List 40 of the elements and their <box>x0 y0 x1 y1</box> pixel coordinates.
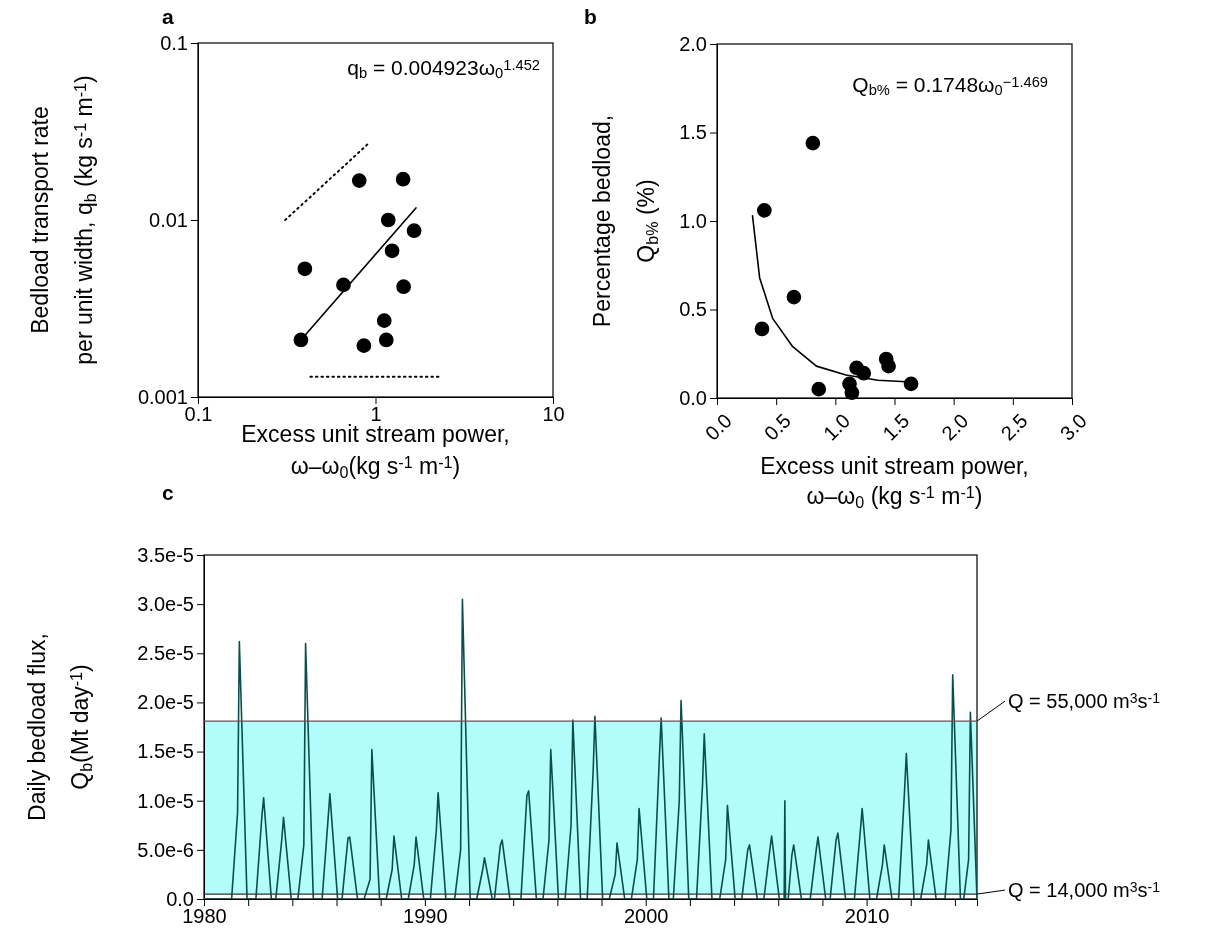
y-tick-label: 2.0e-5 <box>137 691 194 714</box>
y-tick-label: 2.0 <box>679 32 707 55</box>
y-tick-label: 3.0e-5 <box>137 593 194 616</box>
x-tick-label: 1990 <box>403 905 448 928</box>
y-tick-label: 1.0 <box>679 209 707 232</box>
line-series <box>204 598 977 899</box>
y-tick-label: 5.0e-6 <box>137 838 194 861</box>
y-tick-label: 0.1 <box>160 31 188 54</box>
x-tick-label: 10 <box>542 403 565 426</box>
y-tick-label: 0.5 <box>679 298 707 321</box>
x-tick-label: 2.0 <box>937 409 973 445</box>
point <box>844 385 860 401</box>
point <box>881 358 896 374</box>
x-tick-label: 2010 <box>844 905 890 928</box>
point <box>805 135 821 151</box>
point <box>786 289 802 305</box>
point <box>903 376 919 392</box>
y-tick-label: 1.0e-5 <box>137 789 194 812</box>
point <box>811 381 827 397</box>
y-tick-label: 2.5e-5 <box>137 642 194 665</box>
y-tick-label: 0.01 <box>149 208 188 231</box>
point <box>756 203 772 218</box>
x-tick-label: 3.0 <box>1055 409 1091 445</box>
chart-title: b <box>584 5 597 28</box>
y-tick-label: 0.0 <box>679 386 707 409</box>
y-tick-label: 1.5e-5 <box>137 740 194 763</box>
y-tick-label: 1.5 <box>679 121 707 144</box>
x-tick-label: 0.5 <box>759 409 796 445</box>
point <box>856 365 872 381</box>
point <box>754 321 770 337</box>
chart-title: c <box>162 481 174 504</box>
x-tick-label: 1.0 <box>819 409 855 445</box>
chart-title: a <box>162 5 174 28</box>
x-axis-title: Excess unit stream power, ω–ω$_{0}$ (kg s$^{-1}$ m$^{-1}$) <box>760 453 1029 511</box>
y-tick-label: 3.5e-5 <box>137 543 194 566</box>
x-tick-label: 1.5 <box>878 409 914 445</box>
x-tick-label: 2.5 <box>996 409 1032 445</box>
x-tick-label: 2000 <box>623 905 669 928</box>
annotation: Q = 55,000 m$^{3}$s$^{-1}$ <box>1008 690 1161 713</box>
annotation: Q = 14,000 m$^{3}$s$^{-1}$ <box>1008 879 1161 902</box>
